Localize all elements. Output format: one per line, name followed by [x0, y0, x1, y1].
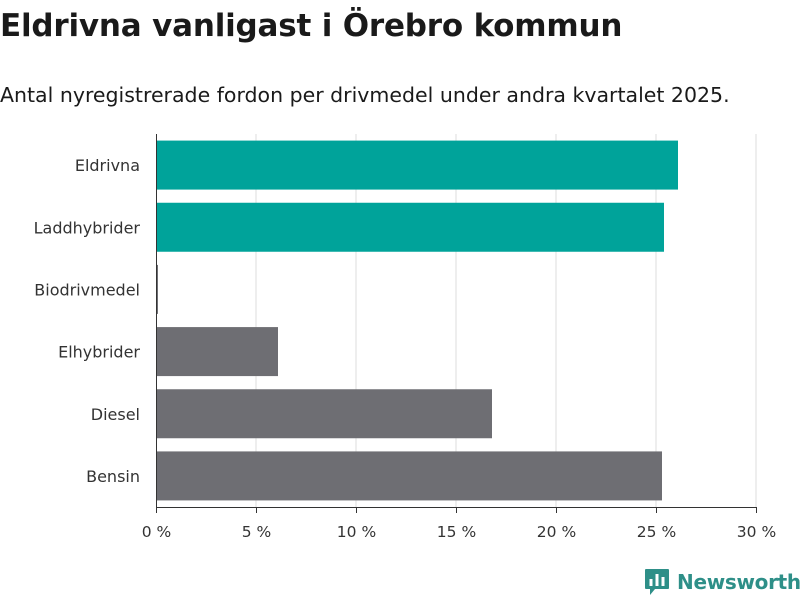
- x-tick-label: 20 %: [537, 523, 576, 541]
- chart-title: Eldrivna vanligast i Örebro kommun: [0, 8, 623, 44]
- bar-bensin: [156, 451, 662, 501]
- category-label: Elhybrider: [58, 343, 140, 362]
- x-tick-label: 5 %: [242, 523, 272, 541]
- category-labels: Eldrivna Laddhybrider Biodrivmedel Elhybrid…: [34, 156, 141, 486]
- x-tick-label: 30 %: [737, 523, 776, 541]
- bars: [156, 140, 678, 501]
- brand-name: Newsworthy: [677, 570, 800, 594]
- category-label: Bensin: [86, 467, 140, 486]
- x-tick-label: 15 %: [437, 523, 476, 541]
- bar-chart: 0 % 5 % 10 % 15 % 20 % 25 % 30 % Eldrivna Laddh…: [34, 134, 776, 541]
- newsworthy-logo-icon: [645, 569, 669, 595]
- category-label: Biodrivmedel: [34, 280, 140, 299]
- x-tick-label: 10 %: [337, 523, 376, 541]
- x-tick-label: 0 %: [142, 523, 172, 541]
- bar-eldrivna: [156, 140, 678, 190]
- chart-subtitle: Antal nyregistrerade fordon per drivmede…: [0, 83, 730, 107]
- x-tick-label: 25 %: [637, 523, 676, 541]
- grid-lines: [255, 134, 757, 507]
- category-label: Laddhybrider: [34, 218, 141, 237]
- category-label: Diesel: [91, 405, 140, 424]
- bar-elhybrider: [156, 327, 278, 377]
- bar-diesel: [156, 389, 492, 439]
- brand-logo: Newsworthy: [644, 568, 800, 596]
- bar-laddhybrider: [156, 202, 664, 252]
- x-axis: 0 % 5 % 10 % 15 % 20 % 25 % 30 %: [142, 134, 776, 541]
- category-label: Eldrivna: [75, 156, 140, 175]
